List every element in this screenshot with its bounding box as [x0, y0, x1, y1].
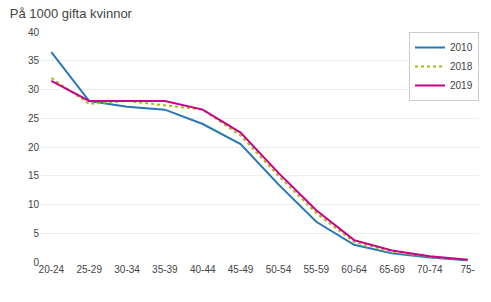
svg-text:50-54: 50-54	[266, 264, 292, 275]
svg-text:75-: 75-	[460, 264, 474, 275]
svg-text:25-29: 25-29	[76, 264, 102, 275]
svg-text:20: 20	[28, 142, 40, 153]
svg-text:0: 0	[33, 257, 39, 268]
svg-text:55-59: 55-59	[303, 264, 329, 275]
svg-text:På 1000 gifta kvinnor: På 1000 gifta kvinnor	[10, 6, 133, 21]
svg-text:40: 40	[28, 27, 40, 38]
svg-text:10: 10	[28, 199, 40, 210]
svg-text:2019: 2019	[450, 80, 473, 91]
svg-text:35-39: 35-39	[152, 264, 178, 275]
svg-text:20-24: 20-24	[39, 264, 65, 275]
svg-text:35: 35	[28, 55, 40, 66]
svg-text:70-74: 70-74	[417, 264, 443, 275]
svg-text:60-64: 60-64	[341, 264, 367, 275]
svg-text:15: 15	[28, 170, 40, 181]
svg-text:45-49: 45-49	[228, 264, 254, 275]
svg-text:25: 25	[28, 113, 40, 124]
svg-text:40-44: 40-44	[190, 264, 216, 275]
svg-text:65-69: 65-69	[379, 264, 405, 275]
svg-text:30-34: 30-34	[114, 264, 140, 275]
svg-text:5: 5	[33, 228, 39, 239]
svg-text:2010: 2010	[450, 42, 473, 53]
svg-text:2018: 2018	[450, 61, 473, 72]
svg-text:30: 30	[28, 84, 40, 95]
